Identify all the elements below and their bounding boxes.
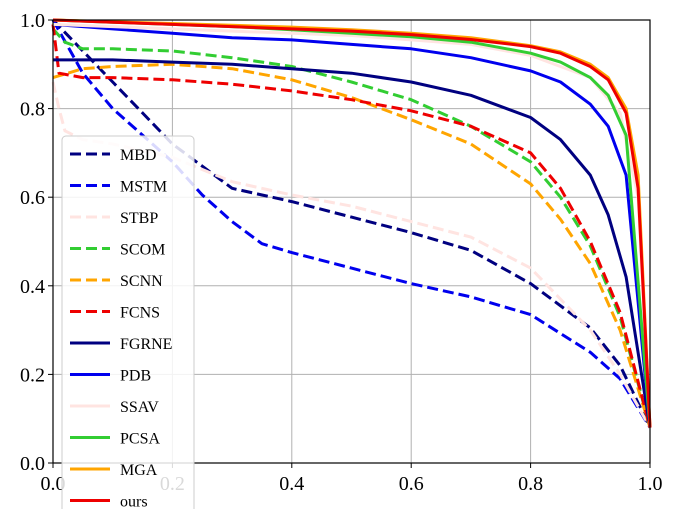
series-line-ssav bbox=[52, 22, 652, 428]
x-tick-label-4: 0.8 bbox=[518, 473, 543, 495]
y-tick-label-5: 1.0 bbox=[20, 10, 45, 32]
y-tick-label-3: 0.6 bbox=[20, 187, 45, 209]
series-line-fcns bbox=[51, 24, 652, 428]
x-axis-ticks: 0.00.20.40.60.81.0 bbox=[41, 463, 663, 495]
y-tick-label-2: 0.4 bbox=[20, 276, 45, 298]
legend-label-pcsa: PCSA bbox=[120, 431, 160, 448]
series-line-ours bbox=[52, 18, 652, 428]
legend-label-scnn: SCNN bbox=[120, 273, 163, 290]
legend-label-ssav: SSAV bbox=[120, 399, 159, 416]
legend-label-pdb: PDB bbox=[120, 368, 151, 385]
legend-label-mbd: MBD bbox=[120, 147, 156, 164]
series-line-stbp bbox=[51, 81, 652, 429]
legend-label-fgrne: FGRNE bbox=[120, 336, 172, 353]
x-tick-label-5: 1.0 bbox=[638, 473, 663, 495]
series-line-mstm bbox=[51, 19, 652, 429]
legend-label-stbp: STBP bbox=[120, 210, 158, 227]
plot-frame bbox=[52, 19, 651, 464]
series-line-pdb bbox=[52, 22, 652, 428]
series-line-mbd bbox=[51, 18, 652, 429]
legend-label-scom: SCOM bbox=[120, 242, 165, 259]
y-tick-label-1: 0.2 bbox=[20, 364, 45, 386]
y-tick-label-0: 0.0 bbox=[20, 453, 45, 475]
legend-label-mga: MGA bbox=[120, 462, 158, 479]
x-tick-label-0: 0.0 bbox=[41, 473, 66, 495]
x-tick-label-2: 0.4 bbox=[279, 473, 304, 495]
legend: MBD MSTM STBP SCOM SCNN FCNS FGRNE PDB SSAV PCSA M… bbox=[61, 135, 195, 509]
y-axis-ticks: 0.0 0.2 0.4 0.6 0.8 1.0 bbox=[20, 10, 53, 475]
series-lines bbox=[51, 18, 652, 429]
series-line-scnn bbox=[52, 62, 652, 429]
legend-label-fcns: FCNS bbox=[120, 305, 160, 322]
y-tick-label-4: 0.8 bbox=[20, 99, 45, 121]
x-tick-label-3: 0.6 bbox=[399, 473, 424, 495]
legend-label-mstm: MSTM bbox=[120, 179, 167, 196]
legend-box bbox=[61, 135, 195, 509]
series-line-scom bbox=[51, 27, 652, 428]
legend-label-ours: ours bbox=[120, 494, 148, 509]
series-line-fgrne bbox=[53, 58, 652, 428]
